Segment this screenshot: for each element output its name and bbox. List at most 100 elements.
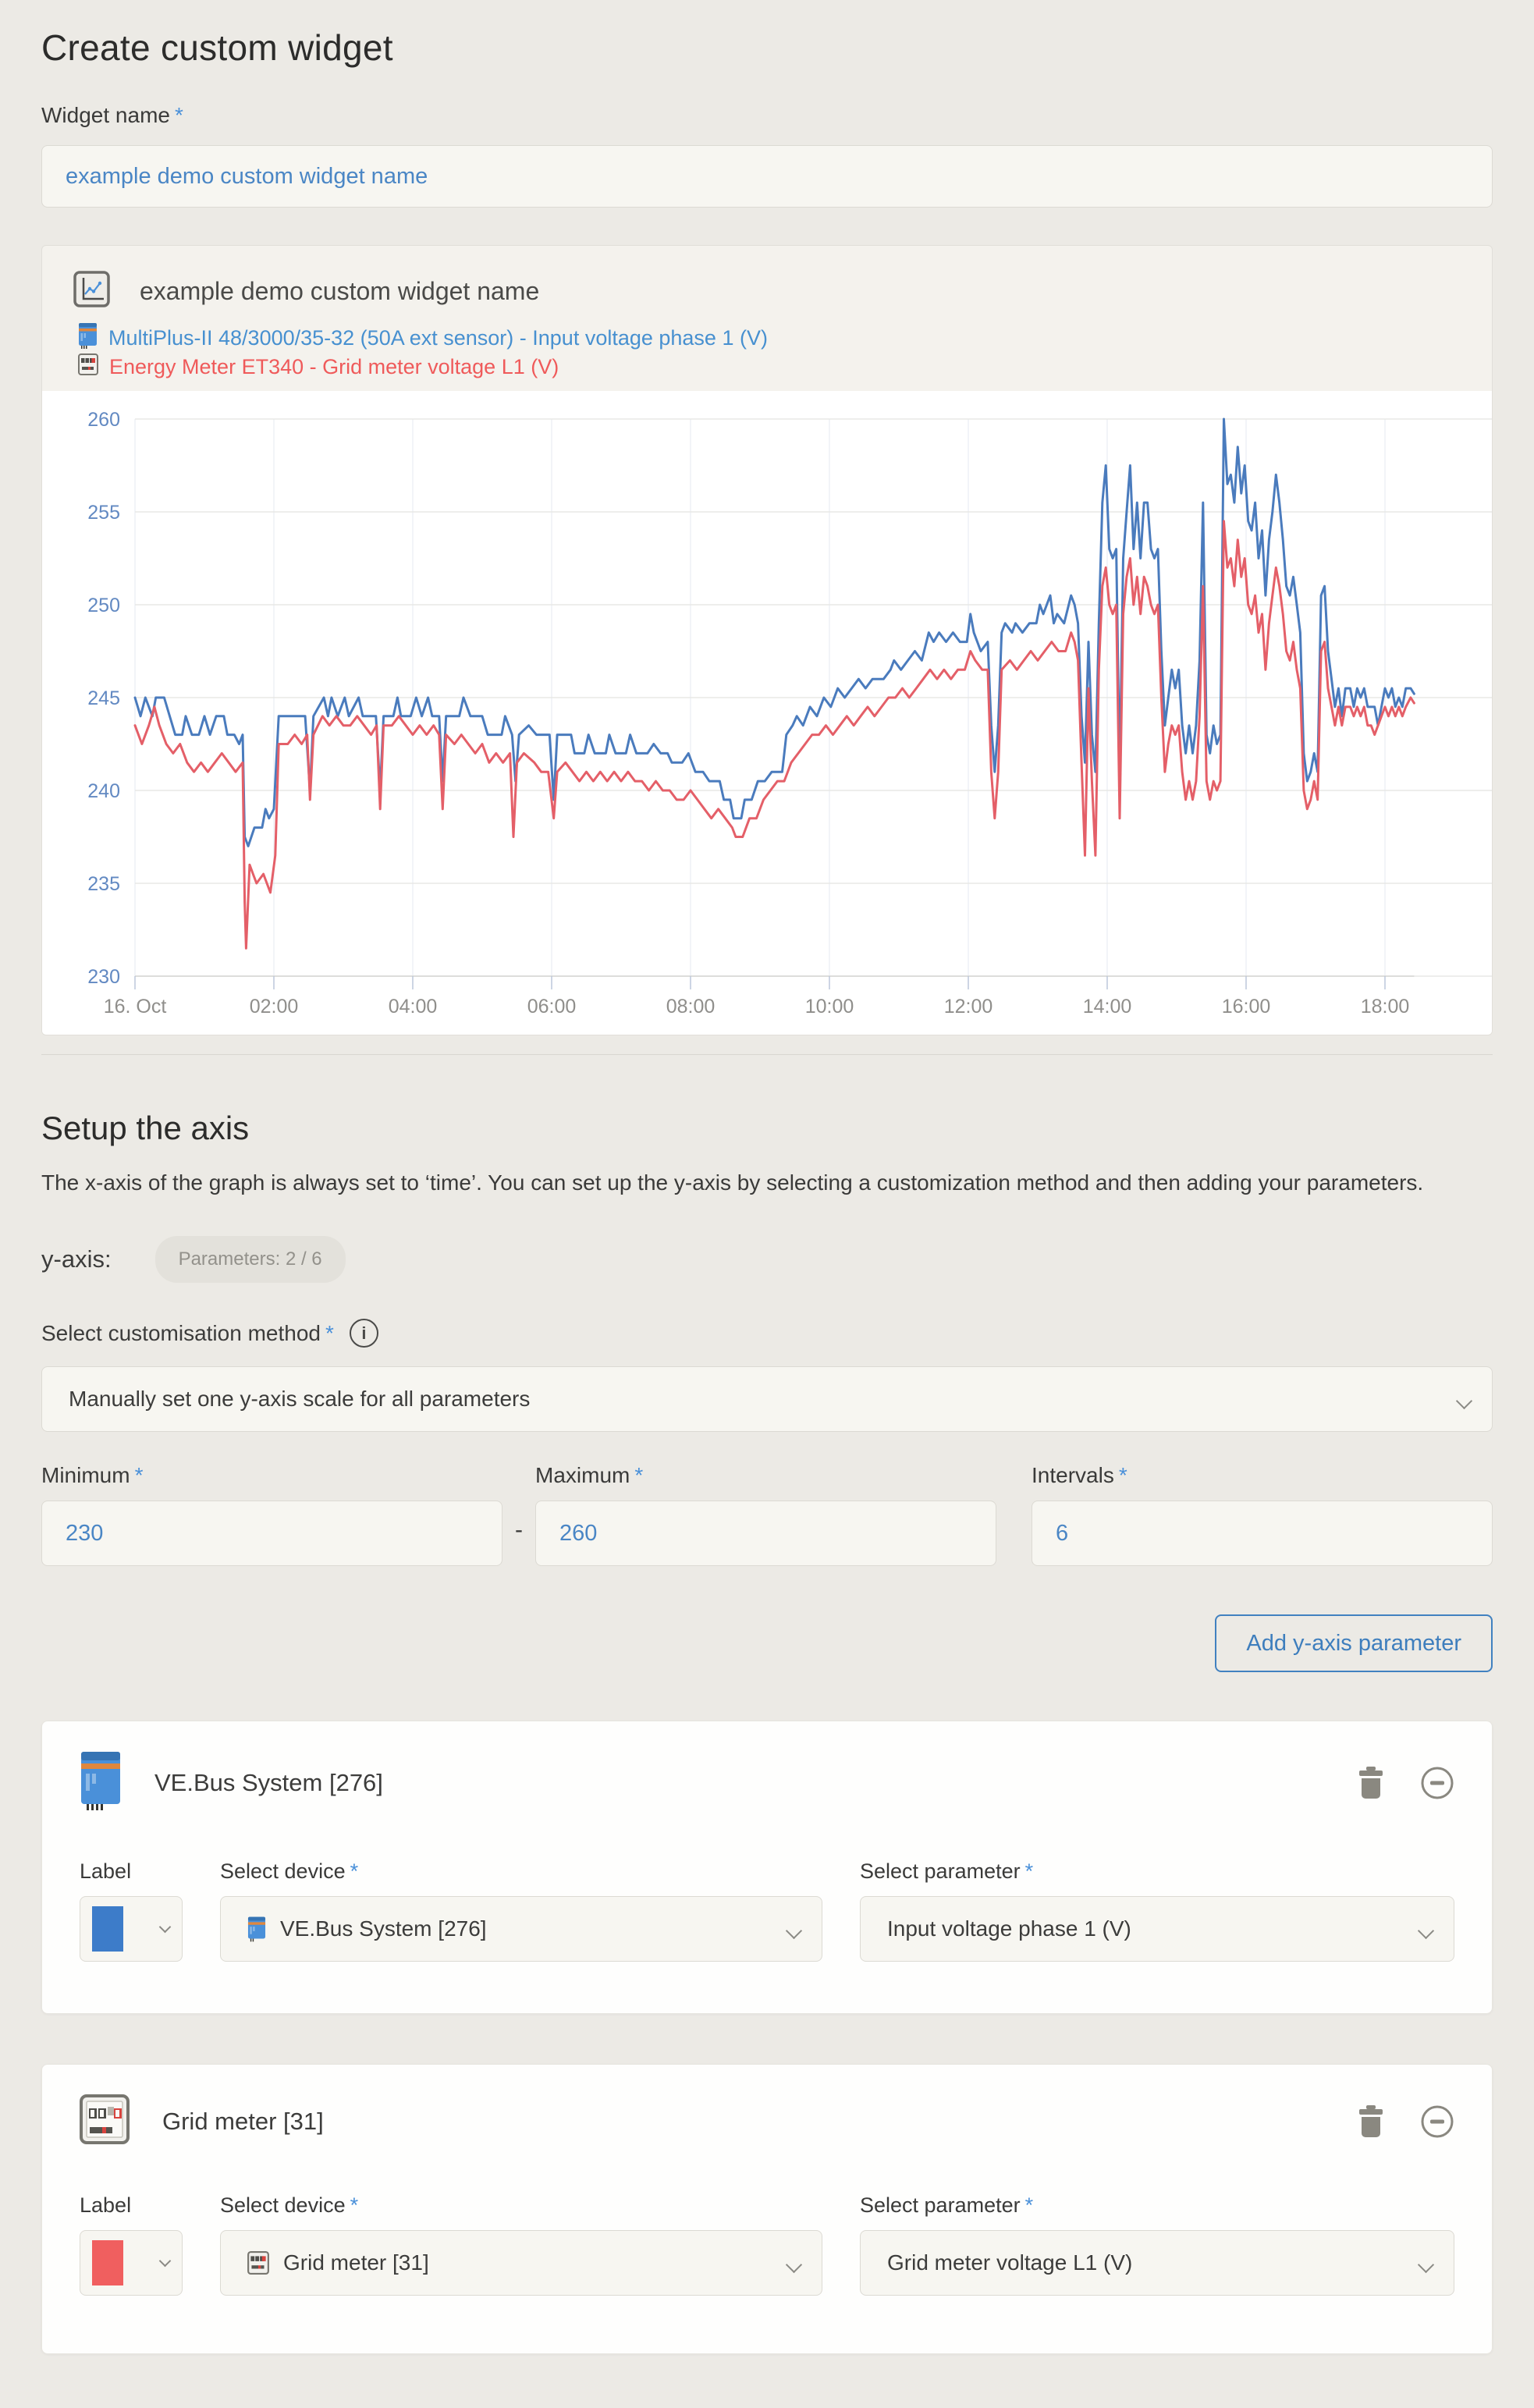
parameter-card-title: VE.Bus System [276] (154, 1768, 383, 1796)
svg-text:04:00: 04:00 (389, 996, 438, 1018)
maximum-input[interactable]: 260 (535, 1501, 996, 1566)
minimum-label: Minimum * (41, 1463, 144, 1487)
y-axis-label: y-axis: (41, 1245, 112, 1273)
svg-text:16:00: 16:00 (1222, 996, 1271, 1018)
widget-name-label: Widget name * (41, 103, 183, 127)
svg-text:245: 245 (87, 687, 120, 709)
svg-text:02:00: 02:00 (250, 996, 299, 1018)
chevron-down-icon (1417, 1922, 1435, 1940)
required-asterisk: * (325, 1320, 334, 1345)
svg-text:06:00: 06:00 (527, 996, 577, 1018)
device-select-value: Grid meter [31] (283, 2250, 429, 2275)
widget-preview-card: example demo custom widget name (41, 245, 1493, 1035)
required-asterisk: * (174, 103, 183, 127)
energy-meter-icon (78, 353, 98, 381)
widget-preview-title: example demo custom widget name (140, 276, 540, 305)
required-asterisk: * (1024, 2193, 1034, 2217)
svg-text:18:00: 18:00 (1361, 996, 1410, 1018)
required-asterisk: * (350, 2193, 359, 2217)
delete-parameter-button[interactable] (1358, 2104, 1384, 2138)
legend-item-energy-meter: Energy Meter ET340 - Grid meter voltage … (78, 353, 1461, 382)
multiplus-icon (247, 1916, 266, 1942)
parameter-card-grid-meter: Grid meter [31] (41, 2064, 1493, 2354)
setup-axis-description: The x-axis of the graph is always set to… (41, 1170, 1424, 1195)
collapse-parameter-button[interactable] (1420, 1766, 1454, 1800)
parameter-select[interactable]: Grid meter voltage L1 (V) (860, 2230, 1454, 2296)
required-asterisk: * (1024, 1859, 1034, 1883)
intervals-label: Intervals * (1032, 1463, 1127, 1487)
svg-text:10:00: 10:00 (805, 996, 854, 1018)
add-y-axis-parameter-button[interactable]: Add y-axis parameter (1215, 1614, 1493, 1672)
chart-legend: MultiPlus-II 48/3000/35-32 (50A ext sens… (73, 322, 1461, 382)
device-select[interactable]: VE.Bus System [276] (220, 1896, 822, 1962)
required-asterisk: * (350, 1859, 359, 1883)
select-parameter-label: Select parameter * (860, 2193, 1034, 2217)
info-icon[interactable]: i (349, 1319, 378, 1348)
minimum-input[interactable]: 230 (41, 1501, 502, 1566)
setup-axis-heading: Setup the axis (41, 1110, 250, 1146)
chevron-down-icon (1417, 2256, 1435, 2274)
multiplus-icon (78, 322, 98, 354)
parameter-select-value: Input voltage phase 1 (V) (887, 1916, 1131, 1941)
minus-circle-icon (1421, 2105, 1454, 2137)
svg-text:240: 240 (87, 780, 120, 802)
series-color-select[interactable] (80, 1896, 183, 1962)
chevron-down-icon (785, 1922, 803, 1940)
widget-preview-header: example demo custom widget name (42, 246, 1492, 391)
required-asterisk: * (1118, 1463, 1127, 1487)
label-column-header: Label (80, 1859, 132, 1883)
legend-item-multiplus: MultiPlus-II 48/3000/35-32 (50A ext sens… (78, 322, 1461, 354)
section-divider (41, 1054, 1493, 1055)
svg-text:14:00: 14:00 (1083, 996, 1132, 1018)
energy-meter-device-icon (80, 2094, 130, 2148)
minimum-field: Minimum * 230 (41, 1463, 502, 1566)
svg-text:260: 260 (87, 409, 120, 431)
parameters-count-badge: Parameters: 2 / 6 (154, 1236, 346, 1283)
legend-label-grid-voltage: Energy Meter ET340 - Grid meter voltage … (109, 355, 559, 378)
svg-text:235: 235 (87, 873, 120, 895)
legend-label-input-voltage: MultiPlus-II 48/3000/35-32 (50A ext sens… (108, 326, 768, 350)
maximum-label: Maximum * (535, 1463, 644, 1487)
parameter-card-vebus: VE.Bus System [276] (41, 1721, 1493, 2014)
delete-parameter-button[interactable] (1358, 1766, 1384, 1799)
widget-name-value: example demo custom widget name (66, 163, 428, 189)
trash-icon (1359, 1766, 1383, 1799)
chevron-down-icon (1455, 1392, 1473, 1410)
customisation-method-value: Manually set one y-axis scale for all pa… (69, 1387, 531, 1411)
trash-icon (1359, 2104, 1383, 2137)
select-parameter-label: Select parameter * (860, 1859, 1034, 1883)
label-column-header: Label (80, 2193, 132, 2217)
range-separator: - (515, 1517, 523, 1543)
select-device-label: Select device * (220, 1859, 359, 1883)
series-color-select[interactable] (80, 2230, 183, 2296)
chevron-down-icon (158, 2254, 172, 2267)
collapse-parameter-button[interactable] (1420, 2104, 1454, 2139)
customisation-method-select[interactable]: Manually set one y-axis scale for all pa… (41, 1366, 1493, 1432)
select-device-label: Select device * (220, 2193, 359, 2217)
required-asterisk: * (634, 1463, 644, 1487)
svg-text:12:00: 12:00 (944, 996, 993, 1018)
parameter-select[interactable]: Input voltage phase 1 (V) (860, 1896, 1454, 1962)
chevron-down-icon (158, 1920, 172, 1933)
voltage-chart: 230 235 240 245 250 255 260 16. Oct 02:00 04:00 06… (42, 391, 1492, 1035)
parameter-card-title: Grid meter [31] (162, 2107, 324, 2135)
required-asterisk: * (134, 1463, 144, 1487)
customisation-method-label: Select customisation method * (41, 1320, 334, 1345)
svg-text:250: 250 (87, 595, 120, 616)
minus-circle-icon (1421, 1767, 1454, 1799)
device-select-value: VE.Bus System [276] (280, 1916, 487, 1941)
multiplus-device-icon (80, 1751, 122, 1814)
voltage-chart-svg: 230 235 240 245 250 255 260 16. Oct 02:00 04:00 06… (87, 409, 1492, 1018)
device-select[interactable]: Grid meter [31] (220, 2230, 822, 2296)
intervals-field: Intervals * 6 (1032, 1463, 1493, 1566)
color-swatch (92, 2240, 123, 2285)
energy-meter-icon (247, 2251, 269, 2275)
widget-name-input[interactable]: example demo custom widget name (41, 145, 1493, 208)
svg-text:230: 230 (87, 966, 120, 988)
intervals-input[interactable]: 6 (1032, 1501, 1493, 1566)
parameter-select-value: Grid meter voltage L1 (V) (887, 2250, 1133, 2275)
page-title: Create custom widget (41, 27, 393, 68)
svg-text:255: 255 (87, 502, 120, 524)
color-swatch (92, 1906, 123, 1952)
